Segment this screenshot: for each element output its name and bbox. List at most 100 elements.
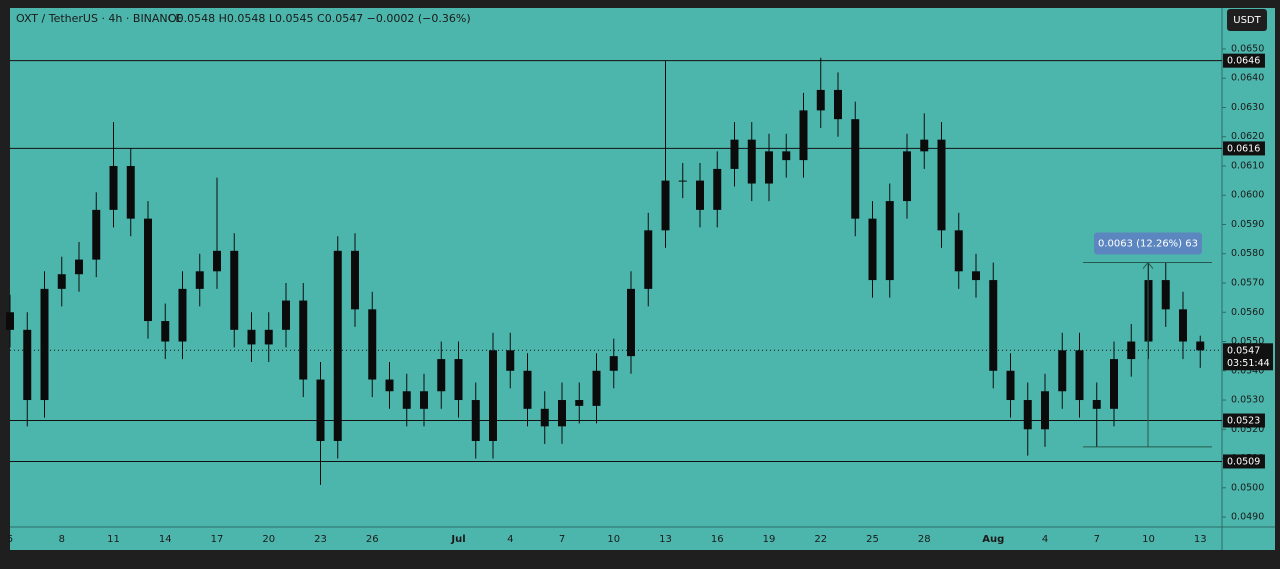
level-tag	[1223, 141, 1265, 156]
y-tick-label: 0.0520	[1231, 424, 1264, 435]
x-tick-label: 28	[918, 534, 931, 545]
currency-button[interactable]	[1227, 9, 1267, 31]
level-tag	[1223, 413, 1265, 428]
y-tick-label: 0.0490	[1231, 512, 1264, 523]
candle-body	[1006, 370, 1015, 401]
symbol-legend: OXT / TetherUS · 4h · BINANCE	[16, 12, 182, 25]
candle-body	[506, 350, 515, 371]
candle-body	[1058, 350, 1067, 392]
plot-background	[10, 8, 1275, 550]
candle-body	[230, 250, 239, 330]
y-tick-label: 0.0540	[1231, 365, 1264, 376]
candle-body	[109, 165, 118, 210]
y-tick-label: 0.0610	[1231, 160, 1264, 171]
x-tick-label: 5	[7, 534, 13, 545]
candle-body	[402, 391, 411, 409]
currency-label[interactable]: USDT	[1233, 15, 1261, 26]
candle-body	[730, 139, 739, 169]
candle-body	[868, 218, 877, 281]
x-tick-label: Jul	[450, 534, 465, 545]
candle-body	[1075, 350, 1084, 401]
y-tick-label: 0.0500	[1231, 482, 1264, 493]
level-label: 0.0523	[1227, 416, 1260, 427]
last-price-tag	[1223, 343, 1273, 371]
x-tick-label: 11	[107, 534, 120, 545]
x-tick-label: 13	[1194, 534, 1207, 545]
candle-body	[816, 89, 825, 111]
measure-arrow	[1142, 261, 1154, 269]
candle-body	[213, 250, 221, 272]
candle-body	[92, 209, 101, 260]
candle-body	[627, 288, 635, 357]
candle-body	[834, 89, 842, 120]
candle-body	[1041, 391, 1049, 430]
candle-body	[661, 180, 670, 231]
candle-body	[247, 329, 256, 345]
x-tick-label: 7	[559, 534, 565, 545]
candle-body	[454, 359, 463, 401]
candle-body	[782, 151, 791, 161]
candle-body	[1196, 341, 1205, 351]
y-tick-label: 0.0530	[1231, 395, 1264, 406]
x-tick-label: 8	[59, 534, 65, 545]
candle-body	[609, 356, 618, 371]
x-tick-label: 17	[211, 534, 224, 545]
candle-body	[1110, 359, 1118, 409]
candle-body	[351, 250, 359, 310]
candle-body	[989, 280, 998, 371]
x-tick-label: 10	[1142, 534, 1155, 545]
measure-label: 0.0063 (12.26%) 63	[1098, 239, 1198, 250]
level-label: 0.0616	[1227, 143, 1260, 154]
y-tick-label: 0.0620	[1231, 131, 1264, 142]
candle-body	[6, 312, 14, 330]
candle-body	[678, 180, 687, 182]
candle-body	[1179, 309, 1187, 342]
x-tick-label: 25	[866, 534, 879, 545]
level-tag	[1223, 454, 1265, 469]
candle-body	[592, 370, 601, 406]
x-tick-label: 26	[366, 534, 379, 545]
candle-body	[747, 139, 756, 184]
ohlc-legend: O0.0548 H0.0548 L0.0545 C0.0547 −0.0002 …	[168, 12, 471, 25]
x-tick-label: 14	[159, 534, 172, 545]
y-tick-label: 0.0650	[1231, 43, 1264, 54]
candle-body	[489, 350, 497, 441]
candle-body	[75, 259, 83, 275]
measure-box	[1094, 232, 1202, 255]
level-label: 0.0646	[1227, 56, 1260, 67]
candle-body	[161, 321, 170, 342]
candle-body	[765, 151, 773, 184]
x-tick-label: 7	[1094, 534, 1100, 545]
candle-body	[195, 271, 204, 289]
candle-body	[851, 119, 860, 219]
candle-body	[713, 168, 722, 210]
x-tick-label: Aug	[982, 534, 1004, 545]
candle-body	[437, 359, 446, 392]
level-label: 0.0509	[1227, 456, 1260, 467]
candle-body	[420, 391, 428, 409]
candle-body	[799, 110, 808, 161]
y-tick-label: 0.0590	[1231, 219, 1264, 230]
y-tick-label: 0.0550	[1231, 336, 1264, 347]
candle-body	[471, 400, 480, 441]
y-tick-label: 0.0560	[1231, 307, 1264, 318]
candle-body	[1161, 280, 1170, 310]
candle-body	[1127, 341, 1136, 360]
candle-body	[282, 300, 290, 330]
y-tick-label: 0.0570	[1231, 278, 1264, 289]
candle-body	[972, 271, 980, 281]
candle-body	[57, 274, 66, 289]
candle-body	[333, 250, 342, 441]
candle-body	[523, 370, 532, 409]
candle-body	[558, 400, 566, 427]
candle-body	[1092, 400, 1101, 409]
x-tick-label: 19	[763, 534, 776, 545]
candle-body	[644, 230, 653, 289]
candle-body	[40, 288, 49, 401]
candle-body	[126, 165, 135, 219]
countdown: 03:51:44	[1227, 358, 1270, 369]
x-tick-label: 23	[314, 534, 327, 545]
candle-body	[903, 151, 911, 202]
